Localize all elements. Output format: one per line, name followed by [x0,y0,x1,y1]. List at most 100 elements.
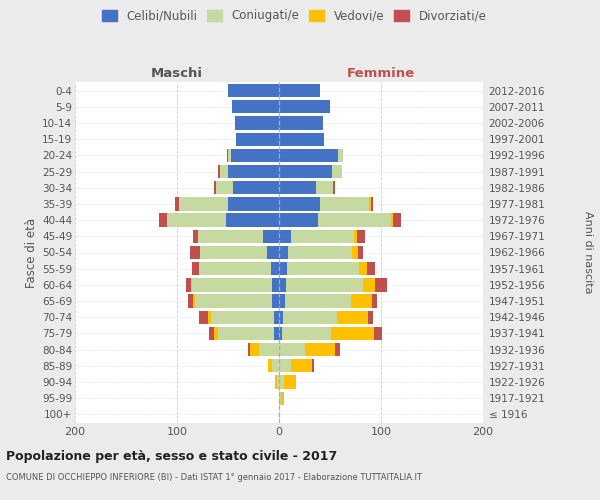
Bar [158,214,167,227]
Bar [193,262,199,276]
Bar [199,262,271,276]
Bar [281,392,284,405]
Bar [199,310,208,324]
Bar [196,294,272,308]
Bar [193,294,196,308]
Bar [333,181,335,194]
Bar [279,359,291,372]
Bar [228,84,279,97]
Bar [285,294,352,308]
Text: Popolazione per età, sesso e stato civile - 2017: Popolazione per età, sesso e stato civil… [6,450,337,463]
Bar [186,278,191,291]
Bar [311,359,314,372]
Bar [279,278,286,291]
Bar [228,198,279,210]
Bar [248,343,250,356]
Bar [267,246,279,259]
Bar [272,294,279,308]
Bar [279,100,330,114]
Bar [214,181,216,194]
Bar [190,246,200,259]
Bar [193,278,272,291]
Bar [279,246,288,259]
Bar [279,327,282,340]
Bar [236,132,279,146]
Bar [279,148,338,162]
Bar [279,165,332,178]
Bar [279,84,320,97]
Bar [352,246,358,259]
Bar [391,214,393,227]
Bar [316,181,333,194]
Bar [368,310,373,324]
Bar [250,343,259,356]
Bar [374,327,382,340]
Bar [362,278,375,291]
Bar [288,246,352,259]
Bar [279,181,316,194]
Bar [232,100,279,114]
Bar [179,198,228,210]
Bar [284,376,296,388]
Bar [359,262,367,276]
Bar [338,148,343,162]
Text: Maschi: Maschi [151,67,203,80]
Bar [167,214,226,227]
Bar [369,198,371,210]
Bar [355,230,356,243]
Bar [352,294,372,308]
Bar [279,392,281,405]
Text: Femmine: Femmine [347,67,415,80]
Bar [274,327,279,340]
Bar [275,376,277,388]
Bar [367,262,375,276]
Bar [337,310,368,324]
Bar [277,376,279,388]
Bar [199,230,263,243]
Bar [332,165,342,178]
Bar [200,246,267,259]
Bar [268,359,272,372]
Bar [393,214,401,227]
Bar [356,230,365,243]
Bar [233,181,279,194]
Bar [358,246,362,259]
Bar [320,198,369,210]
Bar [279,132,324,146]
Bar [331,327,374,340]
Bar [211,310,274,324]
Bar [191,278,193,291]
Bar [283,310,337,324]
Bar [371,198,373,210]
Bar [216,181,233,194]
Bar [193,230,199,243]
Bar [282,327,331,340]
Y-axis label: Fasce di età: Fasce di età [25,218,38,288]
Text: Anni di nascita: Anni di nascita [583,211,593,294]
Legend: Celibi/Nubili, Coniugati/e, Vedovi/e, Divorziati/e: Celibi/Nubili, Coniugati/e, Vedovi/e, Di… [98,6,490,26]
Bar [228,148,231,162]
Bar [375,278,387,291]
Bar [228,165,279,178]
Bar [279,376,284,388]
Bar [291,230,355,243]
Bar [279,262,287,276]
Bar [372,294,377,308]
Bar [235,116,279,130]
Bar [220,165,228,178]
Bar [214,327,218,340]
Bar [279,294,285,308]
Bar [259,343,279,356]
Bar [279,343,305,356]
Bar [274,310,279,324]
Bar [263,230,279,243]
Bar [305,343,335,356]
Bar [318,214,391,227]
Bar [226,214,279,227]
Bar [279,230,291,243]
Bar [209,327,214,340]
Bar [272,278,279,291]
Text: COMUNE DI OCCHIEPPO INFERIORE (BI) - Dati ISTAT 1° gennaio 2017 - Elaborazione T: COMUNE DI OCCHIEPPO INFERIORE (BI) - Dat… [6,472,422,482]
Bar [279,116,323,130]
Bar [271,262,279,276]
